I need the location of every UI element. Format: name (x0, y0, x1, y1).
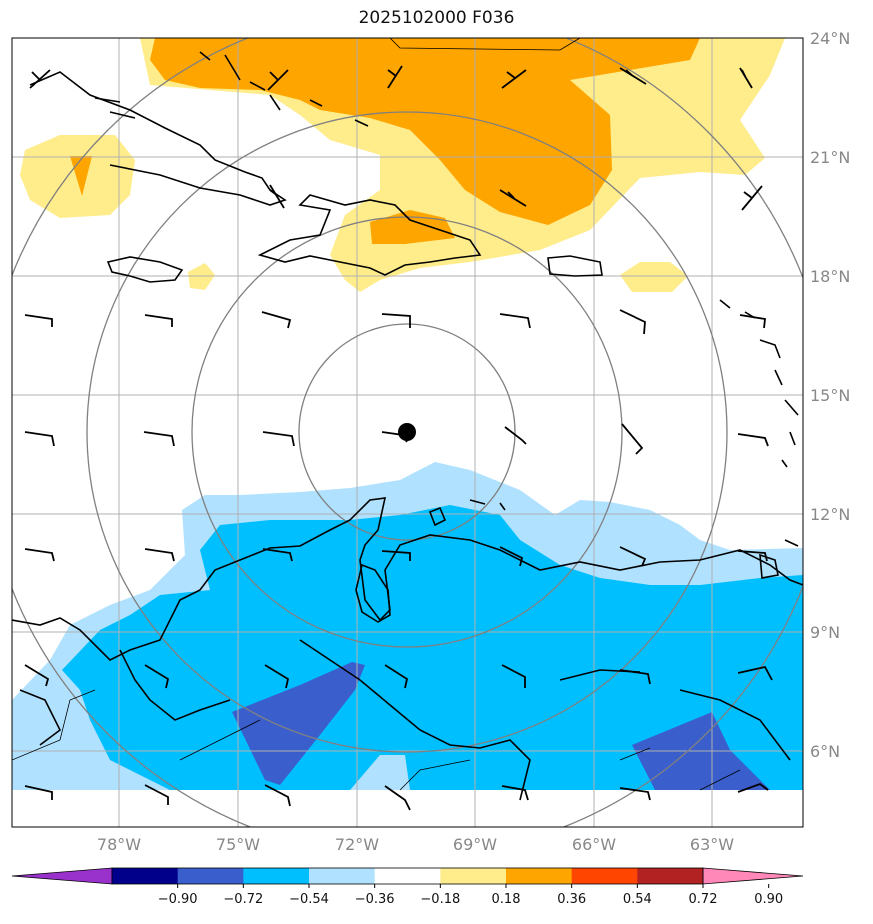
colorbar-segment (571, 868, 638, 884)
wind-barb (499, 189, 527, 207)
wind-barb (262, 548, 293, 562)
map-title: 2025102000 F036 (358, 8, 515, 28)
colorbar-tick-label: 0.72 (689, 892, 718, 907)
map-frame (11, 37, 804, 828)
lon-label: 75°W (216, 835, 260, 854)
colorbar-segment (637, 868, 704, 884)
wind-barb (144, 664, 170, 689)
wind-barb (737, 782, 769, 793)
latitude-labels: 24°N 21°N 18°N 15°N 12°N 9°N 6°N (810, 29, 850, 761)
storm-center-dot (398, 423, 416, 441)
wind-barb (261, 311, 292, 329)
lat-label: 6°N (810, 742, 840, 761)
colorbar-segment (243, 868, 310, 884)
lat-label: 9°N (810, 623, 840, 642)
wind-barbs (24, 65, 773, 811)
wind-barb (619, 67, 647, 85)
range-rings (12, 38, 803, 827)
wind-barb (143, 431, 175, 447)
wind-barb (269, 184, 285, 209)
wind-barb (741, 185, 763, 211)
wind-barb (737, 550, 768, 562)
lon-label: 72°W (335, 835, 379, 854)
wind-barb (619, 669, 651, 685)
colorbar-tick-label: −0.18 (420, 892, 460, 907)
wind-barb (24, 548, 55, 562)
coastlines (12, 51, 803, 801)
wind-barb (384, 785, 411, 811)
lon-label: 66°W (572, 835, 616, 854)
colorbar-frame (111, 867, 704, 885)
graticule (12, 38, 803, 827)
wind-barb (24, 314, 53, 327)
colorbar-tick-label: 0.36 (557, 892, 586, 907)
wind-barb (264, 664, 290, 689)
wind-barb (621, 423, 644, 455)
wind-barb (29, 69, 51, 89)
lon-label: 78°W (97, 835, 141, 854)
lat-label: 15°N (810, 386, 850, 405)
wind-barb (262, 431, 295, 447)
wind-barb (737, 433, 769, 447)
colorbar-tick-label: 0.54 (623, 892, 652, 907)
wind-barb (24, 785, 53, 800)
wind-barb (501, 664, 526, 688)
colorbar-tick-label: −0.90 (158, 892, 198, 907)
wind-barb (267, 69, 289, 91)
colorbar-tick-label: −0.54 (289, 892, 329, 907)
wind-barb (381, 313, 411, 328)
wind-barb (144, 784, 169, 805)
colorbar-segment (309, 868, 376, 884)
wind-barb (381, 550, 411, 561)
wind-barb (739, 314, 766, 329)
positive-anomaly-fill (20, 38, 785, 292)
colorbar-tick-label: 0.18 (492, 892, 521, 907)
colorbar-segment (506, 868, 573, 884)
colorbar-tick-label: 0.90 (754, 892, 783, 907)
colorbar-segment (177, 868, 244, 884)
colorbar-segment (374, 868, 441, 884)
wind-barb (24, 664, 50, 687)
colorbar: −0.90 −0.72 −0.54 −0.36 −0.18 0.18 0.36 0.54 0.7… (11, 867, 804, 907)
colorbar-segment (440, 868, 507, 884)
wind-barb (387, 65, 403, 89)
lon-label: 63°W (690, 835, 734, 854)
wind-barb (619, 309, 646, 335)
lat-label: 24°N (810, 29, 850, 48)
lat-label: 12°N (810, 505, 850, 524)
colorbar-tick-label: −0.36 (355, 892, 395, 907)
wind-barb (504, 426, 527, 445)
colorbar-extend-max (702, 867, 804, 885)
wind-barb (384, 664, 409, 689)
wind-barb (499, 313, 531, 329)
wind-barb (739, 67, 753, 89)
wind-barb (501, 785, 529, 801)
colorbar-extend-min (11, 867, 113, 885)
wind-barb (24, 431, 55, 447)
map-plot-area (12, 38, 803, 827)
borders (12, 38, 741, 791)
wind-barb (499, 546, 524, 567)
wind-barb (619, 787, 651, 801)
wind-barb (144, 548, 175, 562)
lat-label: 18°N (810, 267, 850, 286)
wind-barb (144, 314, 173, 327)
wind-barb (737, 665, 773, 681)
wind-barb (264, 784, 291, 807)
wind-barb (501, 69, 527, 89)
colorbar-tick-label: −0.72 (223, 892, 263, 907)
longitude-labels: 78°W 75°W 72°W 69°W 66°W 63°W (97, 835, 734, 854)
lat-label: 21°N (810, 148, 850, 167)
wind-barb (619, 546, 647, 567)
colorbar-segment (112, 868, 179, 884)
lon-label: 69°W (453, 835, 497, 854)
